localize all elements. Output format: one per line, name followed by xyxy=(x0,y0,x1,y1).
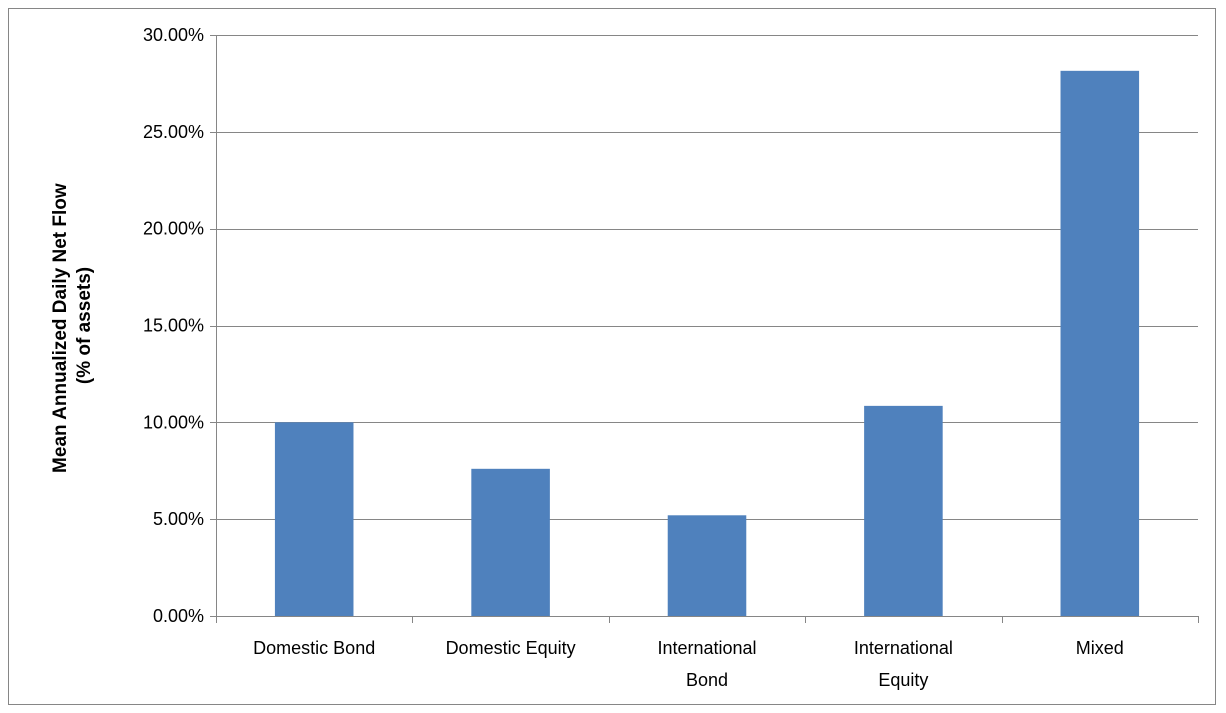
bar xyxy=(864,405,943,616)
bar xyxy=(667,515,747,616)
bar xyxy=(274,422,354,616)
bar xyxy=(1060,70,1140,617)
y-tick-labels: 0.00% 5.00% 10.00% 15.00% 20.00% 25.00% 30.00% xyxy=(143,25,204,626)
x-tick-label-line: Equity xyxy=(878,670,928,690)
y-tick-label: 10.00% xyxy=(143,412,204,432)
bars xyxy=(274,70,1140,617)
x-tick-label-line: Bond xyxy=(686,670,728,690)
bar xyxy=(471,468,550,616)
x-tick-label: International Equity xyxy=(854,638,953,690)
y-tick-label: 30.00% xyxy=(143,25,204,45)
x-tick-label-line: International xyxy=(657,638,756,658)
y-axis-title-line-1: Mean Annualized Daily Net Flow xyxy=(50,183,71,473)
y-tick-label: 5.00% xyxy=(153,509,204,529)
x-tick-label: Mixed xyxy=(1076,638,1124,658)
y-axis-title-line-2: (% of assets) xyxy=(74,267,95,384)
x-tick-labels: Domestic Bond Domestic Equity Internationa… xyxy=(253,638,1124,690)
y-tick-label: 0.00% xyxy=(153,606,204,626)
axes xyxy=(210,35,1199,623)
x-tick-label: Domestic Equity xyxy=(446,638,576,658)
x-tick-label-line: Mixed xyxy=(1076,638,1124,658)
x-tick-label-line: International xyxy=(854,638,953,658)
x-tick-label-line: Domestic Bond xyxy=(253,638,375,658)
x-tick-label: Domestic Bond xyxy=(253,638,375,658)
y-tick-label: 20.00% xyxy=(143,219,204,239)
y-tick-label: 25.00% xyxy=(143,122,204,142)
x-tick-label: International Bond xyxy=(657,638,756,690)
y-tick-label: 15.00% xyxy=(143,316,204,336)
x-tick-label-line: Domestic Equity xyxy=(446,638,576,658)
gridlines xyxy=(216,35,1198,520)
y-axis-title: Mean Annualized Daily Net Flow (% of ass… xyxy=(50,178,95,473)
chart-frame xyxy=(8,8,1216,705)
